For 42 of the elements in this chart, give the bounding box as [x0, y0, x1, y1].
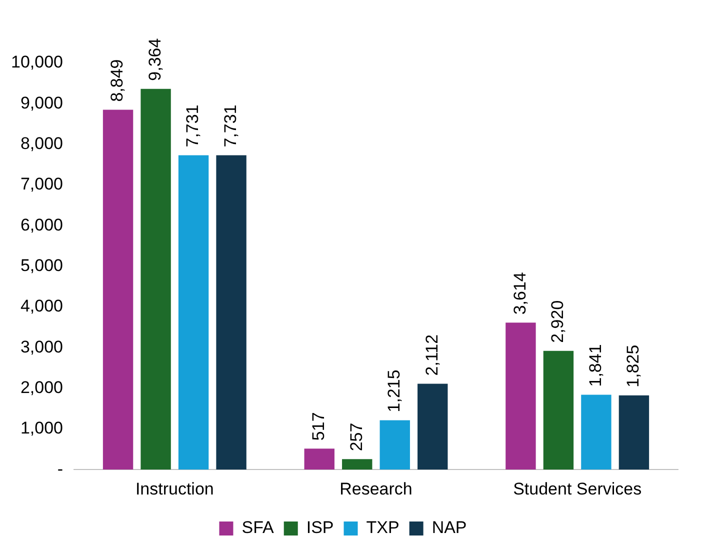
y-tick-label: 3,000: [20, 337, 63, 356]
bar: [342, 459, 372, 470]
y-tick-label: 6,000: [20, 215, 63, 234]
bar: [418, 384, 448, 470]
data-label: 8,849: [108, 59, 127, 102]
x-tick-label: Instruction: [135, 479, 214, 498]
bar: [304, 448, 334, 470]
data-label: 1,841: [586, 344, 605, 387]
bar: [618, 395, 650, 470]
data-label: 1,825: [624, 344, 643, 388]
data-label: 7,731: [220, 104, 240, 148]
data-label: 7,731: [183, 104, 202, 148]
x-tick-label: Student Services: [513, 479, 642, 498]
data-label: 2,920: [548, 300, 568, 343]
data-label: 3,614: [510, 272, 530, 315]
data-label: 2,112: [422, 334, 442, 376]
x-tick-label: Research: [340, 479, 412, 498]
y-tick-label: 2,000: [20, 378, 63, 397]
bar: [216, 155, 246, 470]
bar: [140, 88, 171, 470]
bar: [506, 322, 536, 470]
data-label: 9,364: [145, 38, 164, 81]
y-tick-label: 5,000: [20, 256, 63, 275]
y-tick-label: -: [57, 459, 63, 478]
data-label: 517: [309, 412, 328, 441]
legend-label: SFA: [242, 518, 275, 538]
y-tick-label: 7,000: [20, 174, 63, 194]
bar: [543, 350, 574, 470]
y-tick-label: 4,000: [20, 296, 63, 316]
data-label: 257: [346, 422, 366, 452]
bar: [102, 110, 134, 470]
bar: [178, 155, 209, 470]
legend-label: TXP: [366, 518, 400, 538]
bar: [581, 394, 612, 470]
y-tick-label: 9,000: [20, 93, 63, 112]
legend-label: NAP: [432, 518, 467, 538]
y-tick-label: 10,000: [10, 52, 63, 72]
y-tick-label: 1,000: [20, 418, 63, 438]
data-label: 1,215: [384, 370, 404, 412]
bar: [380, 420, 410, 470]
y-tick-label: 8,000: [20, 134, 63, 154]
legend-label: ISP: [306, 518, 334, 538]
